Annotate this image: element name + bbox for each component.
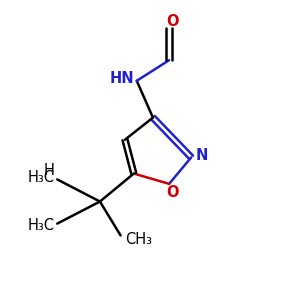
Text: HN: HN: [110, 71, 134, 86]
Text: H: H: [44, 163, 54, 178]
Text: H₃C: H₃C: [27, 170, 54, 185]
Text: O: O: [166, 184, 178, 200]
Text: CH₃: CH₃: [125, 232, 152, 247]
Text: O: O: [166, 14, 178, 29]
Text: N: N: [195, 148, 208, 164]
Text: H₃C: H₃C: [27, 218, 54, 232]
